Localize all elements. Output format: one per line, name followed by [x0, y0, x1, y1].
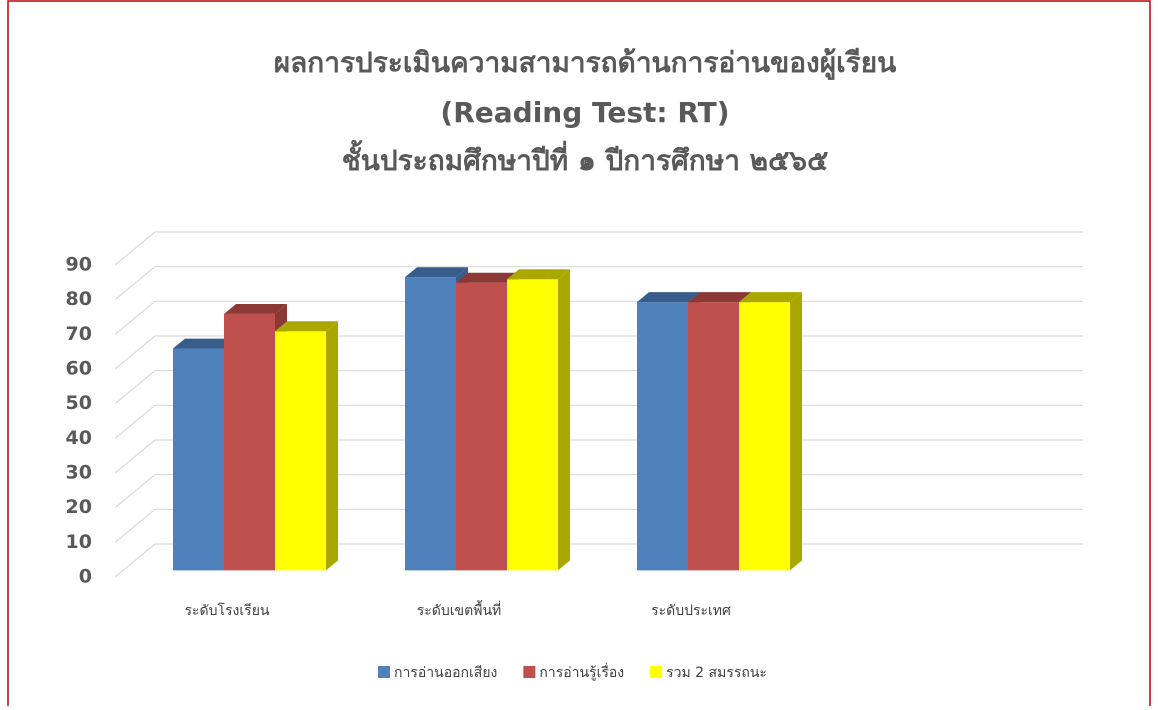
y-tick-label: 40 — [66, 427, 92, 449]
legend-swatch — [378, 666, 390, 678]
y-tick-label: 50 — [66, 392, 92, 414]
bar-top — [275, 321, 338, 332]
y-tick-label: 80 — [66, 288, 92, 310]
bar-front — [507, 279, 558, 571]
bar-front — [224, 313, 275, 571]
bar-front — [637, 302, 688, 571]
y-tick-label: 0 — [79, 566, 92, 588]
y-tick-label: 60 — [66, 358, 92, 380]
bar-front — [456, 282, 507, 571]
bar-top — [405, 267, 468, 278]
chart-title: ชั้นประถมศึกษาปีที่ ๑ ปีการศึกษา ๒๕๖๕ — [342, 139, 829, 177]
bar-top — [173, 338, 236, 349]
grid-line — [114, 231, 1083, 266]
legend-label: การอ่านออกเสียง — [394, 665, 497, 681]
legend-swatch — [523, 666, 536, 678]
chart-title: ผลการประเมินความสามารถด้านการอ่านของผู้เ… — [274, 46, 897, 80]
chart-title: (Reading Test: RT) — [440, 96, 729, 129]
y-tick-label: 70 — [66, 323, 92, 345]
y-tick-label: 30 — [66, 462, 92, 484]
bar-top — [637, 292, 700, 303]
bar — [507, 269, 570, 571]
bar — [275, 321, 338, 571]
bar-front — [405, 277, 456, 571]
frame — [7, 0, 1151, 706]
bar — [739, 292, 802, 571]
legend-swatch — [650, 666, 663, 678]
bar-top — [456, 272, 519, 283]
x-tick-label: ระดับเขตพื้นที่ — [417, 600, 502, 619]
bar-top — [507, 269, 570, 280]
bar-top — [688, 292, 751, 303]
legend-label: รวม 2 สมรรถนะ — [666, 665, 767, 681]
bar-front — [739, 302, 790, 571]
bar-top — [739, 292, 802, 303]
y-tick-label: 20 — [66, 496, 92, 518]
bar-front — [275, 331, 326, 571]
bar-front — [173, 348, 224, 571]
bar-side — [326, 321, 338, 571]
legend-label: การอ่านรู้เรื่อง — [539, 663, 624, 681]
x-tick-label: ระดับประเทศ — [651, 603, 731, 619]
bar-side — [558, 269, 570, 571]
bar-top — [224, 303, 287, 314]
y-tick-label: 10 — [66, 531, 92, 553]
bar-front — [688, 302, 739, 571]
bar-side — [790, 292, 802, 571]
x-tick-label: ระดับโรงเรียน — [185, 602, 270, 619]
grid-line — [114, 266, 1083, 301]
y-tick-label: 90 — [66, 254, 92, 276]
